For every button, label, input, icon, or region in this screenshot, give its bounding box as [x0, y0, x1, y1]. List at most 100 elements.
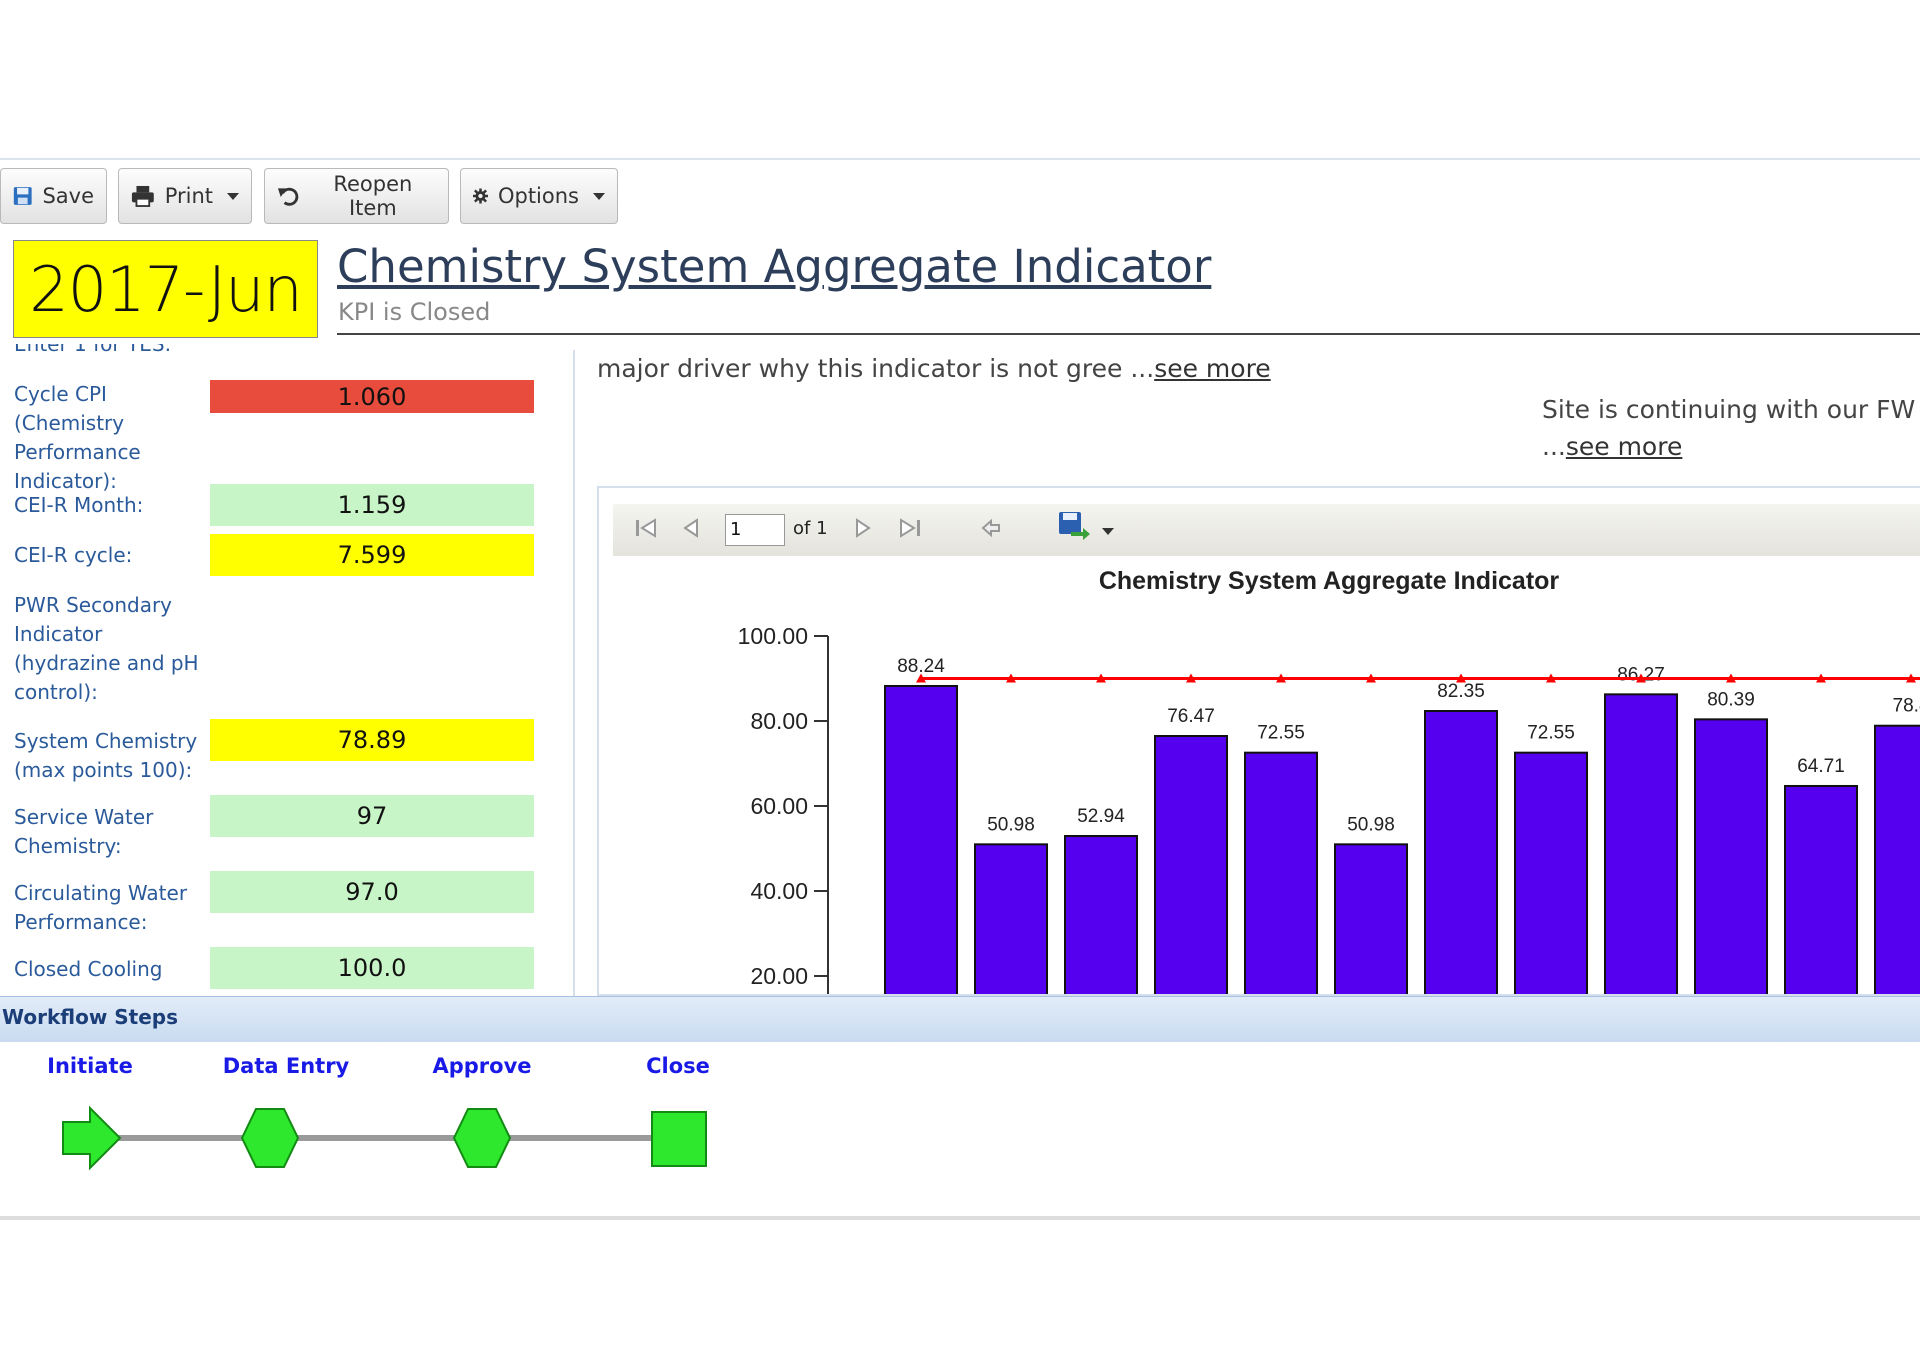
target-marker: [1366, 673, 1376, 683]
workflow-step-close[interactable]: Close: [646, 1054, 710, 1078]
page-title[interactable]: Chemistry System Aggregate Indicator: [337, 240, 1212, 293]
print-button[interactable]: Print: [118, 168, 252, 224]
see-more-link-1[interactable]: see more: [1154, 354, 1271, 383]
bar-value-label: 52.94: [1077, 806, 1125, 827]
data-entry-step-icon[interactable]: [240, 1108, 300, 1168]
field-label-cei-r-month: CEI-R Month:: [14, 493, 144, 517]
chevron-down-icon[interactable]: [1102, 528, 1114, 535]
field-label-circulating-water: Circulating Water Performance:: [14, 881, 188, 934]
field-label-cei-r-cycle: CEI-R cycle:: [14, 543, 133, 567]
chevron-down-icon: [593, 192, 605, 200]
target-marker: [1276, 673, 1286, 683]
header-divider: [337, 333, 1920, 335]
close-step-icon[interactable]: [651, 1111, 707, 1167]
report-toolbar: 1 of 1: [613, 504, 1920, 556]
kpi-bar-chart: Chemistry System Aggregate Indicator 100…: [738, 567, 1920, 994]
bar-value-label: 64.71: [1797, 756, 1845, 777]
page-count: of 1: [793, 518, 828, 539]
back-icon[interactable]: [979, 514, 1003, 542]
chart-bar: [884, 684, 958, 994]
chart-bar: [1514, 751, 1588, 994]
bar-value-label: 72.55: [1257, 723, 1305, 744]
workflow-header-bar: [0, 996, 1920, 1042]
y-tick-label: 60.00: [750, 793, 808, 819]
target-marker: [1636, 673, 1646, 683]
print-label: Print: [164, 184, 213, 208]
chart-bar: [1064, 835, 1138, 994]
bar-value-label: 72.55: [1527, 723, 1575, 744]
comment-2-more: ...see more: [1542, 428, 1920, 465]
chart-bar: [1334, 843, 1408, 994]
bar-value-label: 50.98: [987, 814, 1035, 835]
save-icon: [13, 187, 32, 205]
printer-icon: [131, 185, 154, 207]
next-page-icon[interactable]: [853, 514, 873, 542]
bar-value-label: 76.47: [1167, 706, 1215, 727]
target-marker: [916, 673, 926, 683]
options-label: Options: [497, 184, 579, 208]
field-label-closed-cooling: Closed Cooling: [14, 957, 163, 981]
target-marker: [1096, 673, 1106, 683]
target-marker: [1906, 673, 1916, 683]
bar-value-label: 88.24: [897, 656, 945, 677]
reopen-item-button[interactable]: Reopen Item: [264, 168, 449, 224]
bars: [884, 684, 1920, 994]
field-value-cei-r-month[interactable]: 1.159: [210, 484, 534, 526]
value-labels: 88.24 50.98 52.94 76.47 72.55 50.98 82.35 72.55…: [897, 656, 1920, 835]
bar-value-label: 50.98: [1347, 814, 1395, 835]
comment-1-text: major driver why this indicator is not g…: [597, 354, 1155, 383]
field-label-cycle-cpi: Cycle CPI (Chemistry Performance Indicat…: [14, 382, 141, 493]
field-value-closed-cooling[interactable]: 100.0: [210, 947, 534, 989]
workflow-step-initiate[interactable]: Initiate: [47, 1054, 133, 1078]
bottom-divider: [0, 1216, 1920, 1220]
bar-value-label: 80.39: [1707, 689, 1755, 710]
y-tick-label: 20.00: [750, 963, 808, 989]
initiate-step-icon[interactable]: [62, 1105, 122, 1171]
chart-bar: [1694, 718, 1768, 994]
chart-bar: [974, 843, 1048, 994]
chart-bar: [1874, 724, 1920, 994]
target-marker: [1816, 673, 1826, 683]
chart-bar: [1244, 751, 1318, 994]
target-marker: [1006, 673, 1016, 683]
first-page-icon[interactable]: [633, 514, 659, 542]
previous-page-icon[interactable]: [681, 514, 701, 542]
save-button[interactable]: Save: [0, 168, 107, 224]
workflow-step-approve[interactable]: Approve: [432, 1054, 532, 1078]
field-value-system-chemistry[interactable]: 78.89: [210, 719, 534, 761]
field-value-circulating-water[interactable]: 97.0: [210, 871, 534, 913]
workflow-step-data-entry[interactable]: Data Entry: [222, 1054, 350, 1078]
gear-icon: [473, 188, 488, 204]
comment-2-ellipsis: ...: [1542, 432, 1566, 461]
field-value-cycle-cpi[interactable]: 1.060: [210, 380, 534, 413]
last-page-icon[interactable]: [897, 514, 923, 542]
comment-2-text: Site is continuing with our FW F: [1542, 395, 1920, 424]
save-label: Save: [42, 184, 94, 208]
field-label-partial: Enter 1 for YES:: [14, 344, 172, 356]
comment-2: Site is continuing with our FW F ...see …: [1542, 391, 1920, 465]
chart-bar: [1604, 693, 1678, 994]
y-tick-label: 80.00: [750, 708, 808, 734]
report-viewer: 1 of 1 Chemistry System Aggregate Indica…: [597, 486, 1920, 996]
field-value-cei-r-cycle[interactable]: 7.599: [210, 534, 534, 576]
kpi-form: Enter 1 for YES: Cycle CPI (Chemistry Pe…: [0, 344, 573, 996]
period-badge: 2017-Jun: [13, 240, 318, 338]
target-marker: [1726, 673, 1736, 683]
top-divider: [0, 158, 1920, 160]
y-axis: 100.00 80.00 60.00 40.00 20.00: [738, 623, 829, 994]
y-tick-label: 100.00: [738, 623, 808, 649]
page-number-input[interactable]: 1: [725, 514, 785, 546]
chart-bar: [1784, 784, 1858, 994]
workflow-title: Workflow Steps: [2, 1005, 179, 1029]
options-button[interactable]: Options: [460, 168, 618, 224]
comment-1: major driver why this indicator is not g…: [597, 354, 1271, 383]
approve-step-icon[interactable]: [452, 1108, 512, 1168]
field-value-service-water[interactable]: 97: [210, 795, 534, 837]
chevron-down-icon: [227, 192, 239, 200]
reopen-item-label: Reopen Item: [333, 172, 413, 220]
target-line: [916, 673, 1920, 683]
see-more-link-2[interactable]: see more: [1565, 432, 1683, 461]
chart-bar: [1424, 710, 1498, 994]
target-marker: [1186, 673, 1196, 683]
export-icon[interactable]: [1057, 510, 1091, 542]
